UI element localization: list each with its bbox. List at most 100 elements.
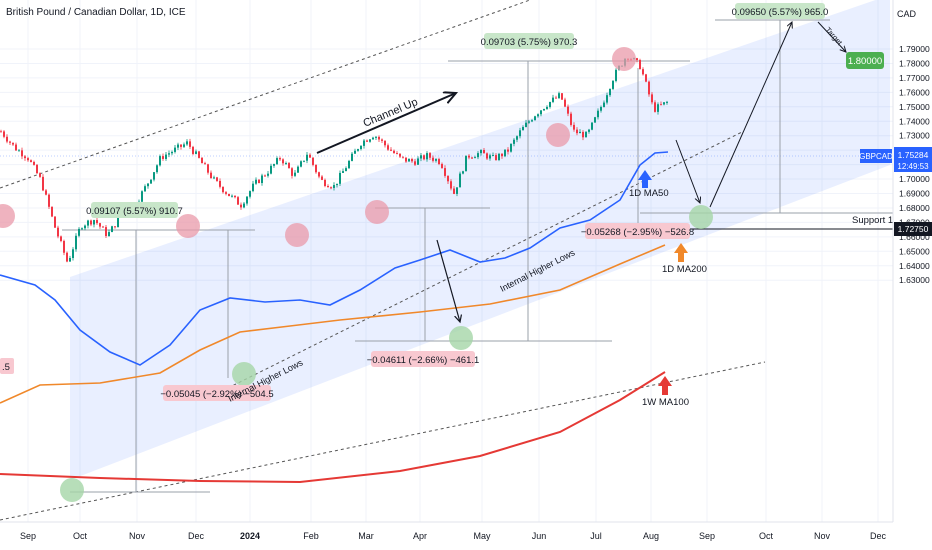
candle-body xyxy=(414,161,416,165)
peak-marker xyxy=(546,123,570,147)
x-tick-label: Oct xyxy=(73,531,88,541)
candle-body xyxy=(270,165,272,174)
candle-body xyxy=(489,155,491,159)
candle-body xyxy=(405,157,407,162)
candle-body xyxy=(438,159,440,164)
april-drop-arrow xyxy=(436,239,460,322)
channel-up-band xyxy=(70,0,890,480)
candle-body xyxy=(375,136,377,138)
candle-body xyxy=(78,228,80,236)
candle-body xyxy=(30,160,32,162)
y-tick-label: 1.76000 xyxy=(899,87,930,97)
measure-box: 0.09650 (5.57%) 965.0 xyxy=(732,3,828,19)
candle-body xyxy=(474,157,476,159)
candle-body xyxy=(291,168,293,176)
measure-box: 0.09107 (5.57%) 910.7 xyxy=(86,202,183,218)
candle-body xyxy=(69,257,71,262)
candle-body xyxy=(609,88,611,96)
time-axis-ticks: Sep Oct Nov Dec 2024 Feb Mar Apr May Jun Jul Aug Sep… xyxy=(20,531,887,541)
candle-body xyxy=(366,140,368,142)
ma-1d-200-line xyxy=(0,244,666,404)
candle-body xyxy=(447,175,449,182)
time-axis[interactable] xyxy=(0,522,932,550)
candle-body xyxy=(357,149,359,151)
x-tick-label: Sep xyxy=(699,531,715,541)
candle-body xyxy=(600,107,602,111)
measure-text: −0.04611 (−2.66%) −461.1 xyxy=(367,355,480,366)
ma200-up-arrow-icon xyxy=(674,243,688,262)
candle-body xyxy=(567,106,569,114)
candle-body xyxy=(273,164,275,166)
x-tick-label: Dec xyxy=(870,531,887,541)
candle-body xyxy=(294,172,296,176)
x-tick-label: Oct xyxy=(759,531,774,541)
rally-arrow xyxy=(709,22,792,208)
measure-box: −0.05268 (−2.95%) −526.8 xyxy=(581,223,694,239)
candle-body xyxy=(354,150,356,154)
y-tick-label: 1.70000 xyxy=(899,174,930,184)
support-price-tag: 1.72750 xyxy=(894,222,932,236)
symbol-tag-text: GBPCAD xyxy=(859,152,893,161)
price-axis[interactable] xyxy=(893,0,932,522)
candle-body xyxy=(387,145,389,150)
candle-body xyxy=(207,164,209,173)
candle-body xyxy=(6,136,8,142)
y-tick-label: 1.65000 xyxy=(899,246,930,256)
y-tick-label: 1.73000 xyxy=(899,131,930,141)
y-tick-label: 1.63000 xyxy=(899,275,930,285)
candle-body xyxy=(426,153,428,160)
x-tick-label: Apr xyxy=(413,531,427,541)
candle-body xyxy=(420,155,422,159)
candle-body xyxy=(591,122,593,130)
candle-body xyxy=(0,131,2,133)
candle-body xyxy=(576,129,578,134)
candle-body xyxy=(156,165,158,173)
candle-body xyxy=(369,139,371,142)
ma-1w-100-line xyxy=(0,371,666,484)
candle-body xyxy=(462,171,464,174)
candle-body xyxy=(48,194,50,207)
candle-body xyxy=(552,97,554,102)
candle-body xyxy=(39,173,41,177)
candle-body xyxy=(612,80,614,89)
candle-body xyxy=(432,157,434,161)
x-tick-label: Feb xyxy=(303,531,319,541)
candle-body xyxy=(588,129,590,132)
x-tick-label: May xyxy=(473,531,491,541)
candle-body xyxy=(195,151,197,154)
candle-body xyxy=(537,114,539,117)
candle-body xyxy=(204,163,206,165)
candle-body xyxy=(57,227,59,237)
candle-body xyxy=(363,140,365,146)
candle-body xyxy=(12,142,14,145)
candle-body xyxy=(117,217,119,228)
x-tick-label: Jul xyxy=(590,531,602,541)
candle-body xyxy=(504,149,506,157)
channel-arrow xyxy=(316,93,456,154)
candle-body xyxy=(66,252,68,262)
candle-body xyxy=(276,158,278,165)
candle-body xyxy=(321,176,323,180)
target-arrow xyxy=(817,21,846,52)
candle-body xyxy=(435,159,437,161)
candle-body xyxy=(18,150,20,152)
left-cut-box: .5 xyxy=(0,358,14,374)
candle-body xyxy=(249,191,251,197)
candle-body xyxy=(216,177,218,181)
candle-body xyxy=(75,235,77,250)
candle-body xyxy=(456,187,458,194)
candle-body xyxy=(603,102,605,108)
candle-body xyxy=(333,185,335,188)
candle-body xyxy=(480,150,482,154)
last-price-text: 1.75284 xyxy=(898,150,929,160)
y-tick-label: 1.69000 xyxy=(899,189,930,199)
candle-body xyxy=(93,220,95,225)
x-tick-label: Aug xyxy=(643,531,659,541)
measure-text: 0.09107 (5.57%) 910.7 xyxy=(86,206,183,217)
ma-1d-50-line xyxy=(0,151,669,366)
candle-body xyxy=(99,223,101,227)
candle-body xyxy=(258,179,260,184)
candle-body xyxy=(636,58,638,61)
candle-body xyxy=(372,137,374,140)
